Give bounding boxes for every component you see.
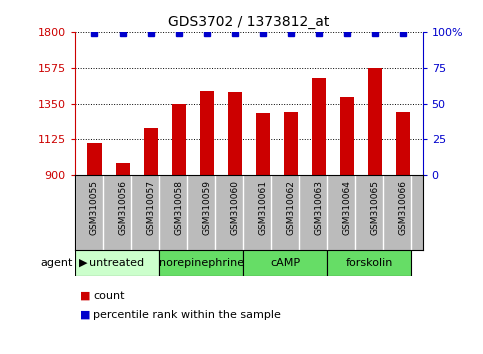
Text: GSM310065: GSM310065 [370,181,380,235]
Bar [327,250,412,276]
Text: percentile rank within the sample: percentile rank within the sample [93,310,281,320]
Text: GSM310062: GSM310062 [286,181,295,235]
Bar [312,78,326,175]
Text: ■: ■ [80,310,90,320]
Text: GSM310061: GSM310061 [258,181,267,235]
Text: GSM310058: GSM310058 [174,181,183,235]
Bar [115,163,129,175]
Text: forskolin: forskolin [346,258,393,268]
Text: GSM310064: GSM310064 [342,181,352,235]
Title: GDS3702 / 1373812_at: GDS3702 / 1373812_at [168,16,329,29]
Bar [159,250,243,276]
Bar [171,104,185,175]
Text: GSM310059: GSM310059 [202,181,211,235]
Text: norepinephrine: norepinephrine [158,258,243,268]
Text: agent: agent [40,258,72,268]
Bar [143,128,157,175]
Bar [368,69,382,175]
Text: GSM310056: GSM310056 [118,181,127,235]
Bar [284,112,298,175]
Bar [199,91,213,175]
Text: count: count [93,291,125,301]
Text: GSM310055: GSM310055 [90,181,99,235]
Text: ▶: ▶ [79,258,88,268]
Text: GSM310060: GSM310060 [230,181,239,235]
Bar [87,143,101,175]
Text: GSM310066: GSM310066 [398,181,408,235]
Bar [256,113,270,175]
Text: cAMP: cAMP [270,258,300,268]
Bar [340,97,354,175]
Bar [396,112,410,175]
Text: GSM310057: GSM310057 [146,181,155,235]
Bar [243,250,327,276]
Bar [227,92,242,175]
Text: untreated: untreated [89,258,144,268]
Text: ■: ■ [80,291,90,301]
Text: GSM310063: GSM310063 [314,181,323,235]
Bar [75,250,159,276]
